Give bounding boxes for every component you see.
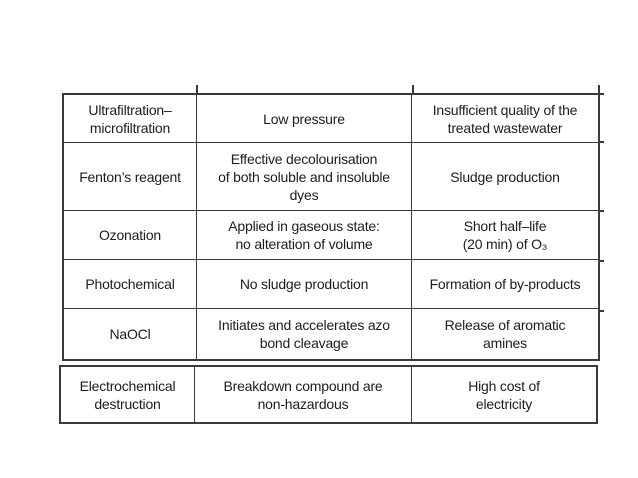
table-cell-limitation-electrochemical: High cost of electricity — [468, 377, 540, 412]
cropped-gridline-tick — [600, 310, 604, 312]
cropped-gridline-tick — [600, 141, 604, 143]
table-cell-limitation-ozonation: Short half–life (20 min) of O₃ — [412, 211, 598, 260]
cropped-gridline-tick — [600, 93, 604, 95]
treatment-methods-table: Ultrafiltration– microfiltration Low pre… — [62, 93, 600, 361]
cropped-gridline-stub — [412, 85, 414, 93]
cropped-gridline-tick — [600, 260, 604, 262]
cropped-gridline-stub — [598, 85, 600, 93]
table-cell-method-ozonation: Ozonation — [64, 211, 197, 260]
table-cell-advantage-ultrafiltration: Low pressure — [197, 95, 412, 143]
table-cell-limitation-ultrafiltration: Insufficient quality of the treated wast… — [412, 95, 598, 143]
table-cell-limitation-photochemical: Formation of by-products — [412, 260, 598, 309]
table-cell-limitation-naocl: Release of aromatic amines — [444, 317, 566, 351]
cropped-gridline-stub — [196, 85, 198, 93]
table-cell-advantage-electrochemical: Breakdown compound are non-hazardous — [195, 367, 412, 422]
table-cell-method-naocl: NaOCl — [64, 309, 197, 359]
table-cell-advantage-photochemical: No sludge production — [197, 260, 412, 309]
treatment-methods-table-last-row: Electrochemical destruction Breakdown co… — [59, 365, 598, 424]
table-cell-method-ultrafiltration: Ultrafiltration– microfiltration — [64, 95, 197, 143]
table-cell-advantage-naocl: Initiates and accelerates azo bond cleav… — [197, 309, 412, 359]
cropped-gridline-tick — [600, 210, 604, 212]
table-cell-method-fenton: Fenton’s reagent — [64, 143, 197, 211]
table-cell-limitation-fenton: Sludge production — [412, 143, 598, 211]
table-cell-method-electrochemical: Electrochemical destruction — [61, 367, 195, 422]
table-cell-advantage-ozonation: Applied in gaseous state: no alteration … — [197, 211, 412, 260]
table-cell-method-photochemical: Photochemical — [64, 260, 197, 309]
table-cell-advantage-fenton: Effective decolourisation of both solubl… — [197, 143, 412, 211]
